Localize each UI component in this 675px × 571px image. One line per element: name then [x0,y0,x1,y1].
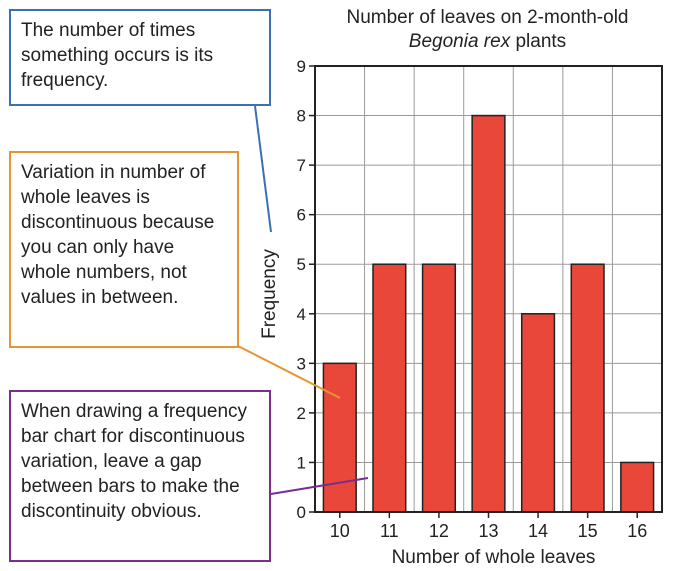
bar-10 [322,362,357,513]
y-tick-label: 9 [297,57,306,76]
chart-title-species: Begonia rex [408,31,511,52]
y-axis-title: Frequency [259,249,280,339]
bar-14 [520,313,556,513]
x-tick-label: 12 [429,521,449,541]
bar-12 [421,263,457,513]
x-tick-label: 13 [478,521,498,541]
y-tick-label: 7 [297,156,306,175]
x-tick-label: 16 [627,521,647,541]
y-tick-label: 8 [297,107,306,126]
bar-gap-callout-leader [270,477,369,495]
y-tick-label: 1 [297,453,306,472]
leader-lines [237,105,369,495]
x-tick-label: 15 [578,521,598,541]
bar-13 [471,114,506,513]
x-tick-label: 11 [380,521,399,541]
y-tick-label: 5 [297,255,306,274]
y-tick-label: 6 [297,206,306,225]
bar-11 [372,263,407,513]
x-tick-label: 10 [330,521,350,541]
frequency-callout-leader [254,105,272,233]
discontinuous-callout-leader [237,345,341,399]
chart-title: Number of leaves on 2-month-old Begonia … [300,6,675,54]
y-tick-label: 4 [297,305,306,324]
chart-title-line1: Number of leaves on 2-month-old [346,7,629,28]
frequency-definition-callout: The number of times something occurs is … [9,9,271,106]
y-tick-label: 3 [297,354,306,373]
y-tick-label: 2 [297,404,306,423]
discontinuous-variation-callout: Variation in number of whole leaves is d… [9,151,239,348]
x-axis-title: Number of whole leaves [392,547,596,568]
bar-gap-callout: When drawing a frequency bar chart for d… [9,390,271,562]
chart-title-line2: Begonia rex plants [300,30,675,54]
chart-title-suffix: plants [510,31,567,52]
bar-15 [570,263,605,513]
x-tick-label: 14 [528,521,548,541]
bars-layer [322,114,655,513]
bar-16 [620,461,655,513]
y-tick-label: 0 [297,503,306,522]
